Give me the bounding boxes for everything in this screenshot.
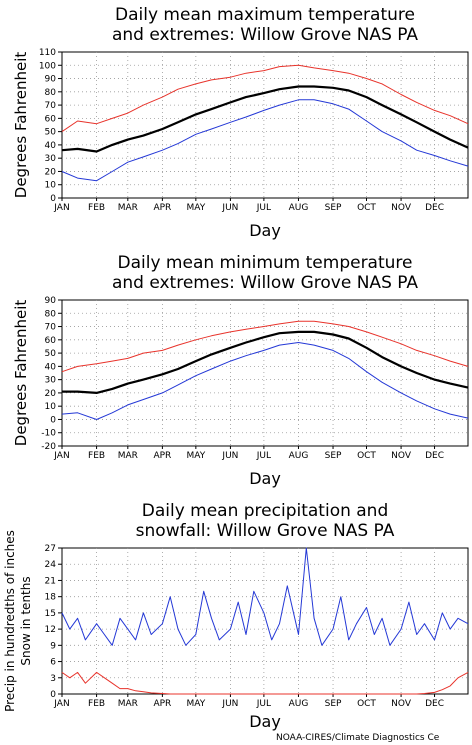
chart-title-line: and extremes: Willow Grove NAS PA — [112, 273, 418, 293]
y-tick-label: 50 — [45, 349, 57, 359]
y-tick-label: 0 — [50, 415, 56, 425]
y-axis-label: Degrees Fahrenheit — [12, 300, 30, 447]
x-axis-label: Day — [249, 712, 281, 731]
y-tick-label: -20 — [41, 442, 56, 452]
chart-title-line: Daily mean maximum temperature — [115, 5, 415, 25]
y-tick-label: 0 — [50, 690, 56, 700]
chart-title-line: Daily mean precipitation and — [142, 501, 389, 521]
x-tick-label: FEB — [88, 451, 105, 461]
x-tick-label: MAY — [186, 203, 205, 213]
x-tick-label: SEP — [325, 451, 342, 461]
chart-3: 0 3 6 9 12 15 18 21 24 27 JAN FEB MAR APR MAY JUN JUL AUG… — [3, 501, 469, 731]
x-tick-label: FEB — [88, 203, 105, 213]
y-tick-label: 20 — [45, 167, 57, 177]
y-tick-label: 18 — [45, 593, 57, 603]
y-axis-label: Degrees Fahrenheit — [12, 52, 30, 199]
y-tick-label: 10 — [45, 181, 57, 191]
x-tick-label: APR — [153, 451, 171, 461]
y-axis-label: Snow in tenths — [19, 576, 33, 665]
y-tick-label: 10 — [45, 402, 57, 412]
y-tick-label: 3 — [50, 674, 56, 684]
series-line-2 — [61, 85, 469, 153]
x-tick-label: DEC — [425, 699, 444, 709]
x-tick-label: AUG — [289, 699, 309, 709]
y-tick-label: 80 — [45, 88, 57, 98]
x-tick-label: MAR — [118, 699, 138, 709]
x-tick-label: AUG — [289, 203, 309, 213]
x-tick-label: NOV — [391, 699, 412, 709]
x-tick-label: APR — [153, 203, 171, 213]
x-axis-label: Day — [249, 221, 281, 240]
x-tick-label: JAN — [53, 203, 69, 213]
y-tick-label: 9 — [50, 641, 56, 651]
x-tick-label: JUL — [256, 451, 271, 461]
y-tick-label: 21 — [45, 576, 56, 586]
x-axis-label: Day — [249, 469, 281, 488]
series-line-2 — [62, 330, 469, 394]
chart-title-line: and extremes: Willow Grove NAS PA — [112, 25, 418, 45]
series-line-3 — [61, 99, 469, 182]
y-tick-label: 100 — [39, 61, 56, 71]
series-line-3 — [61, 342, 469, 420]
chart-1: 0 10 20 30 40 50 60 70 80 90 100 110 JAN FEB MAR APR MAY… — [12, 5, 469, 240]
y-tick-label: 70 — [45, 101, 57, 111]
x-tick-label: OCT — [357, 203, 376, 213]
x-tick-label: MAR — [118, 451, 138, 461]
y-tick-label: 27 — [45, 544, 56, 554]
chart-title-line: snowfall: Willow Grove NAS PA — [136, 521, 395, 541]
y-tick-label: 15 — [45, 609, 56, 619]
x-tick-label: OCT — [357, 451, 376, 461]
y-tick-label: 70 — [45, 323, 57, 333]
series-line-1 — [61, 547, 469, 646]
y-tick-label: 60 — [45, 114, 57, 124]
y-tick-label: 30 — [45, 154, 57, 164]
x-tick-label: DEC — [425, 203, 444, 213]
y-tick-label: 24 — [45, 560, 57, 570]
x-tick-label: JUN — [221, 451, 238, 461]
x-tick-label: MAY — [186, 451, 205, 461]
x-tick-label: AUG — [289, 451, 309, 461]
x-tick-label: JUN — [221, 699, 238, 709]
y-tick-label: 12 — [45, 625, 56, 635]
y-tick-label: 60 — [45, 336, 57, 346]
y-tick-label: 6 — [50, 658, 56, 668]
y-tick-label: 80 — [45, 309, 57, 319]
y-tick-label: 50 — [45, 128, 57, 138]
x-tick-label: MAY — [186, 699, 205, 709]
x-tick-label: JUN — [221, 203, 238, 213]
y-tick-label: 110 — [39, 48, 56, 58]
x-tick-label: SEP — [325, 203, 342, 213]
y-tick-label: 20 — [45, 389, 57, 399]
chart-2: -20 -10 0 10 20 30 40 50 60 70 80 90 JAN FEB MAR APR MAY… — [12, 253, 469, 488]
y-tick-label: 90 — [45, 296, 57, 306]
series-line-2 — [61, 671, 469, 695]
y-tick-label: 30 — [45, 376, 57, 386]
plot-area — [61, 299, 469, 447]
plot-area — [61, 51, 469, 199]
y-tick-label: 40 — [45, 362, 57, 372]
series-line-1 — [61, 320, 469, 373]
x-tick-label: FEB — [88, 699, 105, 709]
x-tick-label: APR — [153, 699, 171, 709]
y-tick-label: 90 — [45, 75, 57, 85]
credit-text: NOAA-CIRES/Climate Diagnostics Ce — [276, 733, 440, 743]
y-axis-label: Precip in hundredths of inches — [3, 530, 17, 712]
x-tick-label: DEC — [425, 451, 444, 461]
x-tick-label: JUL — [256, 203, 271, 213]
chart-title-line: Daily mean minimum temperature — [118, 253, 413, 273]
x-tick-label: OCT — [357, 699, 376, 709]
y-tick-label: 0 — [50, 194, 56, 204]
x-tick-label: NOV — [391, 451, 412, 461]
x-tick-label: NOV — [391, 203, 412, 213]
plot-area — [61, 547, 469, 695]
x-tick-label: JUL — [256, 699, 271, 709]
x-tick-label: MAR — [118, 203, 138, 213]
x-tick-label: JAN — [53, 451, 69, 461]
x-tick-label: JAN — [53, 699, 69, 709]
series-line-1 — [61, 64, 469, 133]
y-tick-label: -10 — [41, 429, 56, 439]
x-tick-label: SEP — [325, 699, 342, 709]
y-tick-label: 40 — [45, 141, 57, 151]
